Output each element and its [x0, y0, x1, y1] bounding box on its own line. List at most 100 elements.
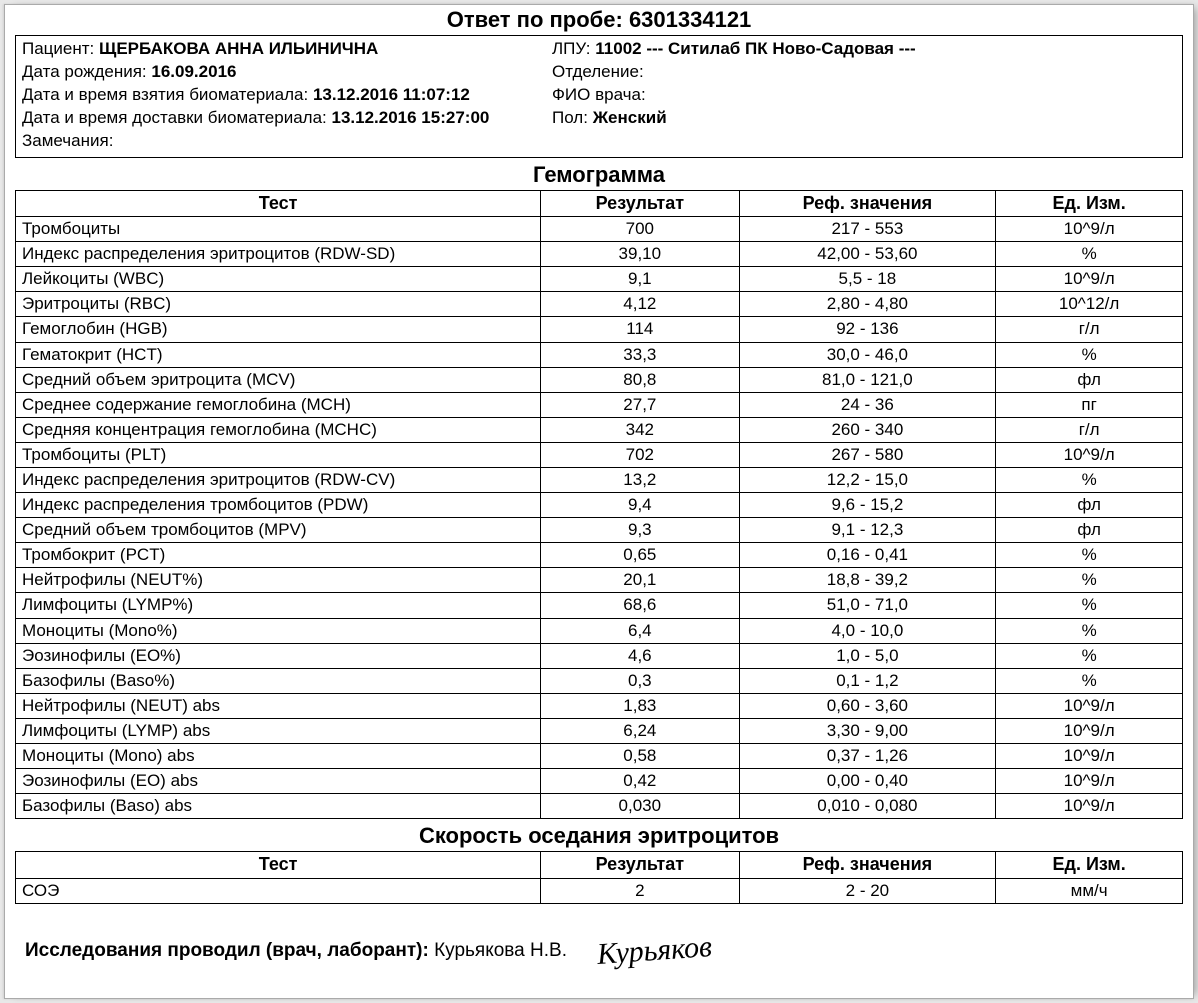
cell-ref: 0,37 - 1,26	[739, 744, 996, 769]
cell-result: 39,10	[541, 242, 739, 267]
cell-unit: %	[996, 668, 1183, 693]
cell-result: 0,58	[541, 744, 739, 769]
cell-result: 4,6	[541, 643, 739, 668]
column-header-result: Результат	[541, 190, 739, 216]
cell-ref: 0,16 - 0,41	[739, 543, 996, 568]
table-row: Средняя концентрация гемоглобина (MCHC)3…	[16, 417, 1183, 442]
title-label: Ответ по пробе:	[447, 7, 623, 32]
cell-test: Лейкоциты (WBC)	[16, 267, 541, 292]
table-row: Эритроциты (RBC)4,122,80 - 4,8010^12/л	[16, 292, 1183, 317]
cell-unit: г/л	[996, 317, 1183, 342]
cell-unit: %	[996, 593, 1183, 618]
table-row: Нейтрофилы (NEUT) abs1,830,60 - 3,6010^9…	[16, 693, 1183, 718]
deliver-value: 13.12.2016 15:27:00	[332, 108, 490, 127]
notes-label: Замечания:	[22, 131, 113, 150]
cell-test: Эозинофилы (EO) abs	[16, 769, 541, 794]
column-header-ref: Реф. значения	[739, 852, 996, 878]
cell-unit: %	[996, 468, 1183, 493]
column-header-test: Тест	[16, 852, 541, 878]
cell-test: Гемоглобин (HGB)	[16, 317, 541, 342]
sex-value: Женский	[593, 108, 667, 127]
cell-ref: 0,60 - 3,60	[739, 693, 996, 718]
table-row: Тромбокрит (PCT)0,650,16 - 0,41%	[16, 543, 1183, 568]
table-row: Эозинофилы (EO%)4,61,0 - 5,0%	[16, 643, 1183, 668]
cell-result: 6,24	[541, 718, 739, 743]
results-sections: ГемограммаТестРезультатРеф. значенияЕд. …	[15, 158, 1183, 904]
dob-value: 16.09.2016	[151, 62, 236, 81]
cell-unit: %	[996, 643, 1183, 668]
cell-unit: 10^9/л	[996, 744, 1183, 769]
dob-label: Дата рождения:	[22, 62, 147, 81]
cell-ref: 3,30 - 9,00	[739, 718, 996, 743]
sex-label: Пол:	[552, 108, 588, 127]
cell-result: 0,65	[541, 543, 739, 568]
cell-ref: 0,00 - 0,40	[739, 769, 996, 794]
cell-test: Тромбокрит (PCT)	[16, 543, 541, 568]
cell-unit: фл	[996, 518, 1183, 543]
cell-result: 13,2	[541, 468, 739, 493]
section-title: Гемограмма	[15, 158, 1183, 190]
cell-unit: 10^9/л	[996, 442, 1183, 467]
table-row: Моноциты (Mono%)6,44,0 - 10,0%	[16, 618, 1183, 643]
collect-value: 13.12.2016 11:07:12	[313, 85, 470, 104]
table-row: Эозинофилы (EO) abs0,420,00 - 0,4010^9/л	[16, 769, 1183, 794]
cell-test: Эозинофилы (EO%)	[16, 643, 541, 668]
cell-ref: 0,1 - 1,2	[739, 668, 996, 693]
cell-result: 9,4	[541, 493, 739, 518]
collect-label: Дата и время взятия биоматериала:	[22, 85, 308, 104]
cell-result: 0,030	[541, 794, 739, 819]
table-row: Тромбоциты700217 - 55310^9/л	[16, 217, 1183, 242]
cell-result: 2	[541, 878, 739, 903]
cell-unit: фл	[996, 367, 1183, 392]
cell-ref: 51,0 - 71,0	[739, 593, 996, 618]
section-title: Скорость оседания эритроцитов	[15, 819, 1183, 851]
cell-unit: %	[996, 618, 1183, 643]
cell-unit: %	[996, 342, 1183, 367]
patient-info-block: Пациент: ЩЕРБАКОВА АННА ИЛЬИНИЧНА ЛПУ: 1…	[15, 35, 1183, 158]
doctor-label: ФИО врача:	[552, 85, 646, 104]
cell-ref: 42,00 - 53,60	[739, 242, 996, 267]
cell-test: Средний объем эритроцита (MCV)	[16, 367, 541, 392]
cell-result: 1,83	[541, 693, 739, 718]
footer: Исследования проводил (врач, лаборант): …	[15, 904, 1183, 978]
cell-test: Тромбоциты	[16, 217, 541, 242]
column-header-ref: Реф. значения	[739, 190, 996, 216]
cell-ref: 1,0 - 5,0	[739, 643, 996, 668]
column-header-unit: Ед. Изм.	[996, 190, 1183, 216]
cell-unit: 10^9/л	[996, 693, 1183, 718]
cell-test: Моноциты (Mono) abs	[16, 744, 541, 769]
cell-unit: %	[996, 568, 1183, 593]
cell-ref: 18,8 - 39,2	[739, 568, 996, 593]
table-row: Моноциты (Mono) abs0,580,37 - 1,2610^9/л	[16, 744, 1183, 769]
cell-test: Базофилы (Baso%)	[16, 668, 541, 693]
cell-ref: 4,0 - 10,0	[739, 618, 996, 643]
lpu-value: 11002 --- Ситилаб ПК Ново-Садовая ---	[595, 39, 915, 58]
cell-test: Базофилы (Baso) abs	[16, 794, 541, 819]
cell-ref: 12,2 - 15,0	[739, 468, 996, 493]
table-row: Индекс распределения эритроцитов (RDW-SD…	[16, 242, 1183, 267]
table-row: Базофилы (Baso%)0,30,1 - 1,2%	[16, 668, 1183, 693]
cell-test: Моноциты (Mono%)	[16, 618, 541, 643]
cell-result: 80,8	[541, 367, 739, 392]
cell-unit: фл	[996, 493, 1183, 518]
cell-unit: 10^9/л	[996, 769, 1183, 794]
column-header-unit: Ед. Изм.	[996, 852, 1183, 878]
cell-ref: 24 - 36	[739, 392, 996, 417]
table-row: Средний объем эритроцита (MCV)80,881,0 -…	[16, 367, 1183, 392]
cell-test: Лимфоциты (LYMP%)	[16, 593, 541, 618]
table-row: Базофилы (Baso) abs0,0300,010 - 0,08010^…	[16, 794, 1183, 819]
cell-test: Средняя концентрация гемоглобина (MCHC)	[16, 417, 541, 442]
cell-result: 68,6	[541, 593, 739, 618]
cell-test: Нейтрофилы (NEUT%)	[16, 568, 541, 593]
cell-result: 702	[541, 442, 739, 467]
cell-unit: г/л	[996, 417, 1183, 442]
cell-ref: 81,0 - 121,0	[739, 367, 996, 392]
cell-ref: 260 - 340	[739, 417, 996, 442]
cell-unit: мм/ч	[996, 878, 1183, 903]
cell-result: 27,7	[541, 392, 739, 417]
table-row: Тромбоциты (PLT)702267 - 58010^9/л	[16, 442, 1183, 467]
cell-test: Тромбоциты (PLT)	[16, 442, 541, 467]
cell-result: 20,1	[541, 568, 739, 593]
cell-result: 342	[541, 417, 739, 442]
results-table: ТестРезультатРеф. значенияЕд. Изм.Тромбо…	[15, 190, 1183, 820]
